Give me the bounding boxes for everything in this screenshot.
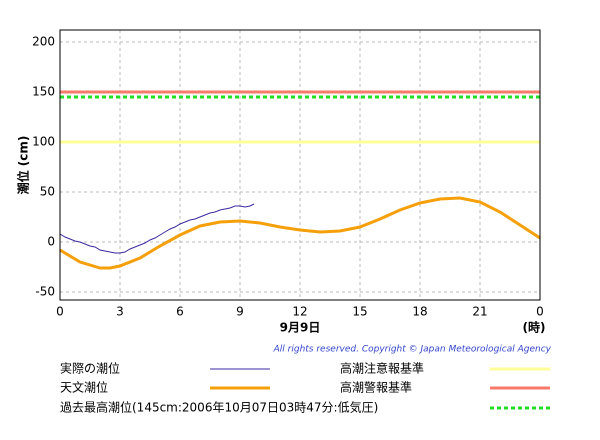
legend-label: 過去最高潮位(145cm:2006年10月07日03時47分:低気圧) — [60, 400, 378, 415]
legend-label: 高潮注意報基準 — [340, 361, 424, 376]
x-tick-label: 3 — [116, 305, 124, 319]
date-label: 9月9日 — [280, 321, 321, 335]
x-tick-label: 0 — [56, 305, 64, 319]
legend-label: 実際の潮位 — [60, 361, 120, 376]
series-line — [59, 196, 541, 270]
y-tick-label: 200 — [32, 35, 55, 49]
y-tick-label: 100 — [32, 135, 55, 149]
x-tick-label: 9 — [236, 305, 244, 319]
x-tick-label: 15 — [352, 305, 367, 319]
series-line — [59, 203, 255, 254]
copyright: All rights reserved. Copyright © Japan M… — [273, 345, 552, 355]
x-tick-label: 12 — [292, 305, 307, 319]
x-tick-label: 6 — [176, 305, 184, 319]
y-tick-label: 150 — [32, 85, 55, 99]
legend-label: 天文潮位 — [60, 380, 108, 395]
legend-label: 高潮警報基準 — [340, 380, 412, 395]
y-tick-label: 0 — [47, 235, 55, 249]
y-tick-label: 50 — [40, 185, 55, 199]
x-tick-label: 18 — [412, 305, 427, 319]
y-tick-label: -50 — [35, 285, 55, 299]
x-tick-label: 21 — [472, 305, 487, 319]
y-axis-label: 潮位 (cm) — [16, 136, 31, 195]
x-tick-label: 0 — [536, 305, 544, 319]
x-unit: (時) — [523, 320, 546, 335]
plot-border — [59, 29, 541, 301]
